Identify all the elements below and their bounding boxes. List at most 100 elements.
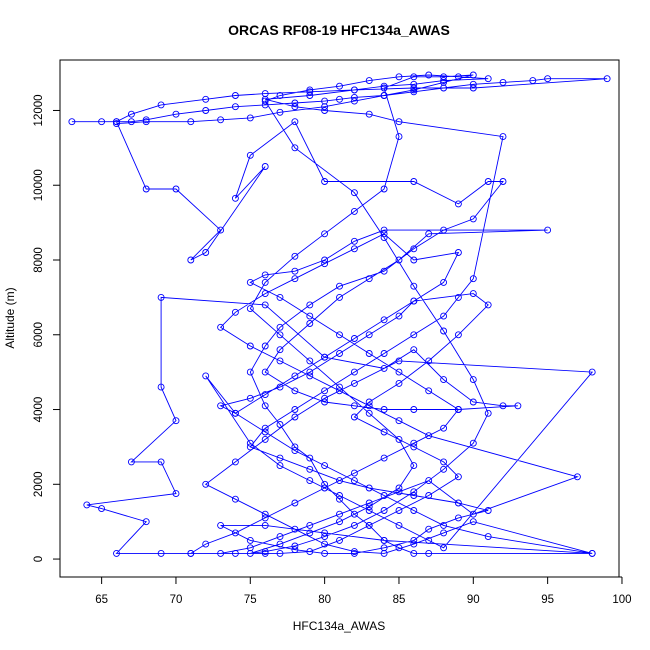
data-point (469, 376, 477, 384)
data-point (306, 320, 314, 327)
data-point (484, 533, 492, 541)
data-point (187, 118, 195, 126)
data-point (395, 417, 403, 425)
x-axis-label: HFC134a_AWAS (293, 619, 385, 633)
data-point (380, 82, 388, 90)
data-point (350, 245, 358, 253)
data-point (202, 107, 210, 114)
data-point (231, 308, 239, 316)
data-point (410, 507, 418, 514)
data-point (336, 82, 343, 90)
data-point (484, 301, 492, 309)
data-point (291, 499, 299, 507)
data-point (291, 443, 299, 451)
data-point (380, 536, 388, 544)
data-point (142, 116, 150, 124)
data-point (380, 230, 388, 238)
data-point (469, 215, 477, 223)
data-point (350, 413, 358, 421)
x-tick-label: 95 (541, 594, 554, 606)
data-point (321, 178, 329, 185)
data-point (127, 118, 135, 126)
data-point (336, 492, 343, 499)
data-point (336, 95, 343, 103)
data-point (350, 521, 358, 529)
data-point (440, 226, 448, 234)
data-point (469, 84, 477, 92)
data-point (261, 368, 269, 376)
x-tick-label: 80 (318, 594, 331, 606)
data-point (425, 230, 433, 238)
data-point (410, 88, 418, 96)
data-point (261, 510, 269, 518)
data-point (113, 549, 120, 557)
data-point (172, 185, 180, 193)
data-point (321, 540, 329, 548)
data-point (98, 118, 106, 126)
data-point (395, 133, 403, 141)
data-point (380, 364, 388, 372)
data-point (410, 488, 418, 496)
data-point (350, 368, 358, 376)
data-point (469, 71, 477, 79)
data-point (291, 372, 299, 380)
data-point (306, 88, 314, 96)
data-point (380, 492, 388, 499)
data-point (231, 458, 239, 466)
data-point (68, 118, 76, 126)
data-point (454, 406, 462, 413)
data-point (425, 71, 433, 79)
data-point (410, 297, 418, 305)
data-point (261, 391, 269, 399)
x-tick-label: 90 (467, 594, 480, 606)
data-point (321, 480, 329, 488)
data-point (365, 484, 373, 492)
data-point (410, 492, 418, 499)
data-point (603, 75, 611, 83)
data-point (113, 120, 120, 128)
data-point (321, 103, 329, 111)
data-point (544, 75, 552, 83)
data-point (350, 402, 358, 410)
data-point (499, 402, 507, 410)
data-point (246, 278, 254, 286)
x-tick-label: 75 (244, 594, 257, 606)
data-point (440, 312, 448, 320)
data-point (365, 350, 373, 357)
data-point (350, 510, 358, 518)
x-tick-label: 70 (170, 594, 183, 606)
data-point (246, 443, 254, 451)
data-point (484, 507, 492, 514)
data-point (306, 372, 314, 380)
data-point (440, 77, 448, 85)
data-point (261, 548, 269, 556)
data-point (395, 544, 403, 552)
data-point (410, 245, 418, 253)
data-point (142, 518, 150, 526)
data-point (246, 439, 254, 447)
data-point (499, 78, 507, 86)
data-point (261, 95, 269, 103)
data-point (365, 275, 373, 283)
data-point (440, 465, 448, 473)
data-point (380, 507, 388, 514)
data-point (187, 549, 195, 557)
data-point (321, 484, 329, 492)
data-point (291, 252, 299, 260)
data-point (395, 118, 403, 126)
x-tick-label: 85 (393, 594, 406, 606)
data-point (291, 542, 299, 550)
y-tick-label: 6000 (33, 322, 45, 348)
data-point (469, 290, 477, 298)
data-point (321, 256, 329, 264)
data-point (350, 93, 358, 101)
y-axis-label: Altitude (m) (3, 287, 17, 348)
data-point (469, 518, 477, 526)
data-point (306, 477, 314, 485)
data-point (202, 480, 210, 488)
data-point (246, 536, 254, 544)
data-point (187, 256, 195, 264)
data-point (291, 387, 299, 395)
data-point (425, 387, 433, 395)
data-point (380, 350, 388, 357)
